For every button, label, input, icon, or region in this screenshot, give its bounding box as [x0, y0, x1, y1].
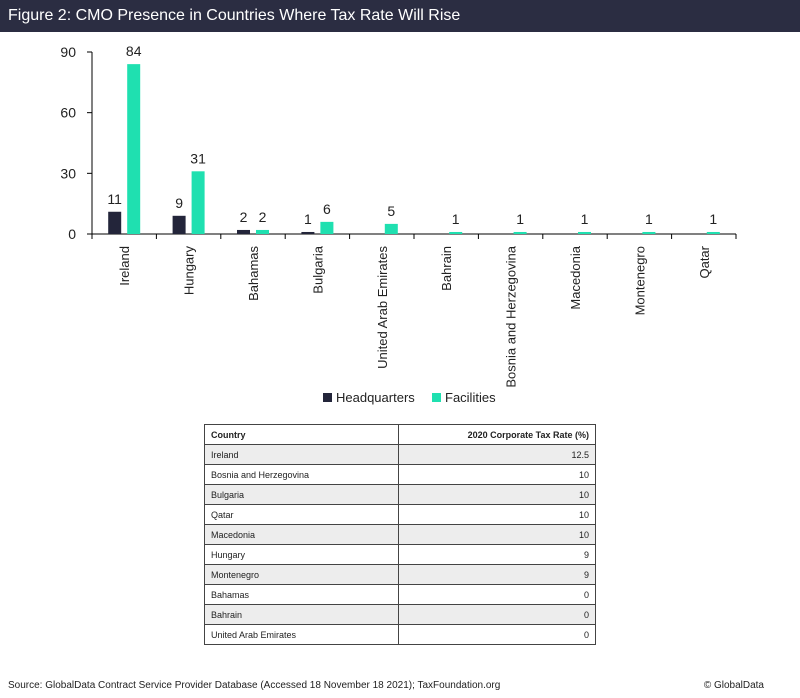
table-row: Bosnia and Herzegovina 10: [204, 464, 596, 485]
facilities-bar: [191, 171, 205, 234]
data-label: 1: [516, 211, 524, 227]
data-label: 1: [645, 211, 653, 227]
tax-rate-cell: 0: [398, 624, 596, 645]
table-row: Qatar 10: [204, 504, 596, 525]
x-category-label: United Arab Emirates: [375, 246, 390, 369]
facilities-bar: [513, 231, 527, 234]
table-row: Montenegro 9: [204, 564, 596, 585]
table-row: Bahamas 0: [204, 584, 596, 605]
x-category-label: Ireland: [117, 246, 132, 286]
y-tick-label: 60: [60, 105, 76, 121]
legend-label-headquarters: Headquarters: [336, 390, 415, 405]
x-category-label: Bulgaria: [310, 245, 325, 293]
x-category-label: Hungary: [182, 246, 197, 296]
tax-rate-cell: 10: [398, 524, 596, 545]
tax-rate-cell: 9: [398, 544, 596, 565]
figure-title: Figure 2: CMO Presence in Countries Wher…: [0, 0, 800, 32]
y-tick-label: 30: [60, 165, 76, 181]
facilities-bar: [449, 231, 463, 234]
data-label: 1: [709, 211, 717, 227]
table-row: Hungary 9: [204, 544, 596, 565]
country-cell: Bahrain: [204, 604, 399, 625]
tax-rate-cell: 10: [398, 484, 596, 505]
tax-rate-cell: 10: [398, 504, 596, 525]
x-category-label: Bosnia and Herzegovina: [504, 245, 519, 387]
headquarters-bar: [237, 229, 250, 234]
data-label: 1: [452, 211, 460, 227]
tax-rate-cell: 10: [398, 464, 596, 485]
country-cell: Macedonia: [204, 524, 399, 545]
table-row: Macedonia 10: [204, 524, 596, 545]
country-cell: United Arab Emirates: [204, 624, 399, 645]
data-label: 1: [304, 211, 312, 227]
facilities-bar: [706, 231, 720, 234]
data-label: 9: [175, 195, 183, 211]
x-category-label: Montenegro: [632, 246, 647, 315]
x-category-label: Bahrain: [439, 246, 454, 291]
country-column-header: Country: [204, 424, 399, 445]
country-cell: Qatar: [204, 504, 399, 525]
data-label: 2: [259, 209, 267, 225]
data-label: 5: [387, 203, 395, 219]
tax-rate-cell: 12.5: [398, 444, 596, 465]
headquarters-bar: [301, 231, 315, 234]
facilities-bar: [642, 231, 656, 234]
table-header-row: Country 2020 Corporate Tax Rate (%): [204, 424, 596, 445]
y-tick-label: 0: [68, 226, 76, 242]
facilities-bar: [578, 231, 591, 234]
country-cell: Bulgaria: [204, 484, 399, 505]
data-label: 31: [190, 150, 206, 166]
facilities-bar: [320, 221, 334, 234]
legend-label-facilities: Facilities: [445, 390, 496, 405]
data-label: 2: [240, 209, 248, 225]
y-tick-label: 90: [60, 44, 76, 60]
legend-swatch-facilities: [432, 393, 441, 402]
x-category-label: Macedonia: [568, 245, 583, 309]
data-label: 11: [107, 191, 122, 207]
x-category-label: Qatar: [697, 245, 712, 278]
country-cell: Hungary: [204, 544, 399, 565]
source-note: Source: GlobalData Contract Service Prov…: [8, 680, 501, 691]
table-row: Ireland 12.5: [204, 444, 596, 465]
copyright-credit: © GlobalData: [703, 680, 764, 691]
table-row: United Arab Emirates 0: [204, 624, 596, 645]
legend-swatch-headquarters: [323, 393, 332, 402]
country-cell: Bosnia and Herzegovina: [204, 464, 399, 485]
facilities-bar: [384, 223, 398, 234]
facilities-bar: [127, 64, 141, 234]
country-cell: Ireland: [204, 444, 399, 465]
tax-rate-table: Country 2020 Corporate Tax Rate (%) Irel…: [204, 424, 596, 645]
headquarters-bar: [172, 215, 186, 234]
tax-rate-cell: 9: [398, 564, 596, 585]
tax-rate-cell: 0: [398, 584, 596, 605]
table-row: Bahrain 0: [204, 604, 596, 625]
table-row: Bulgaria 10: [204, 484, 596, 505]
tax-rate-cell: 0: [398, 604, 596, 625]
country-cell: Montenegro: [204, 564, 399, 585]
data-label: 6: [323, 201, 331, 217]
data-label: 1: [581, 211, 589, 227]
x-category-label: Bahamas: [246, 246, 261, 301]
data-label: 84: [126, 43, 142, 59]
country-cell: Bahamas: [204, 584, 399, 605]
facilities-bar: [256, 229, 269, 234]
headquarters-bar: [108, 211, 122, 234]
tax-rate-column-header: 2020 Corporate Tax Rate (%): [398, 424, 596, 445]
